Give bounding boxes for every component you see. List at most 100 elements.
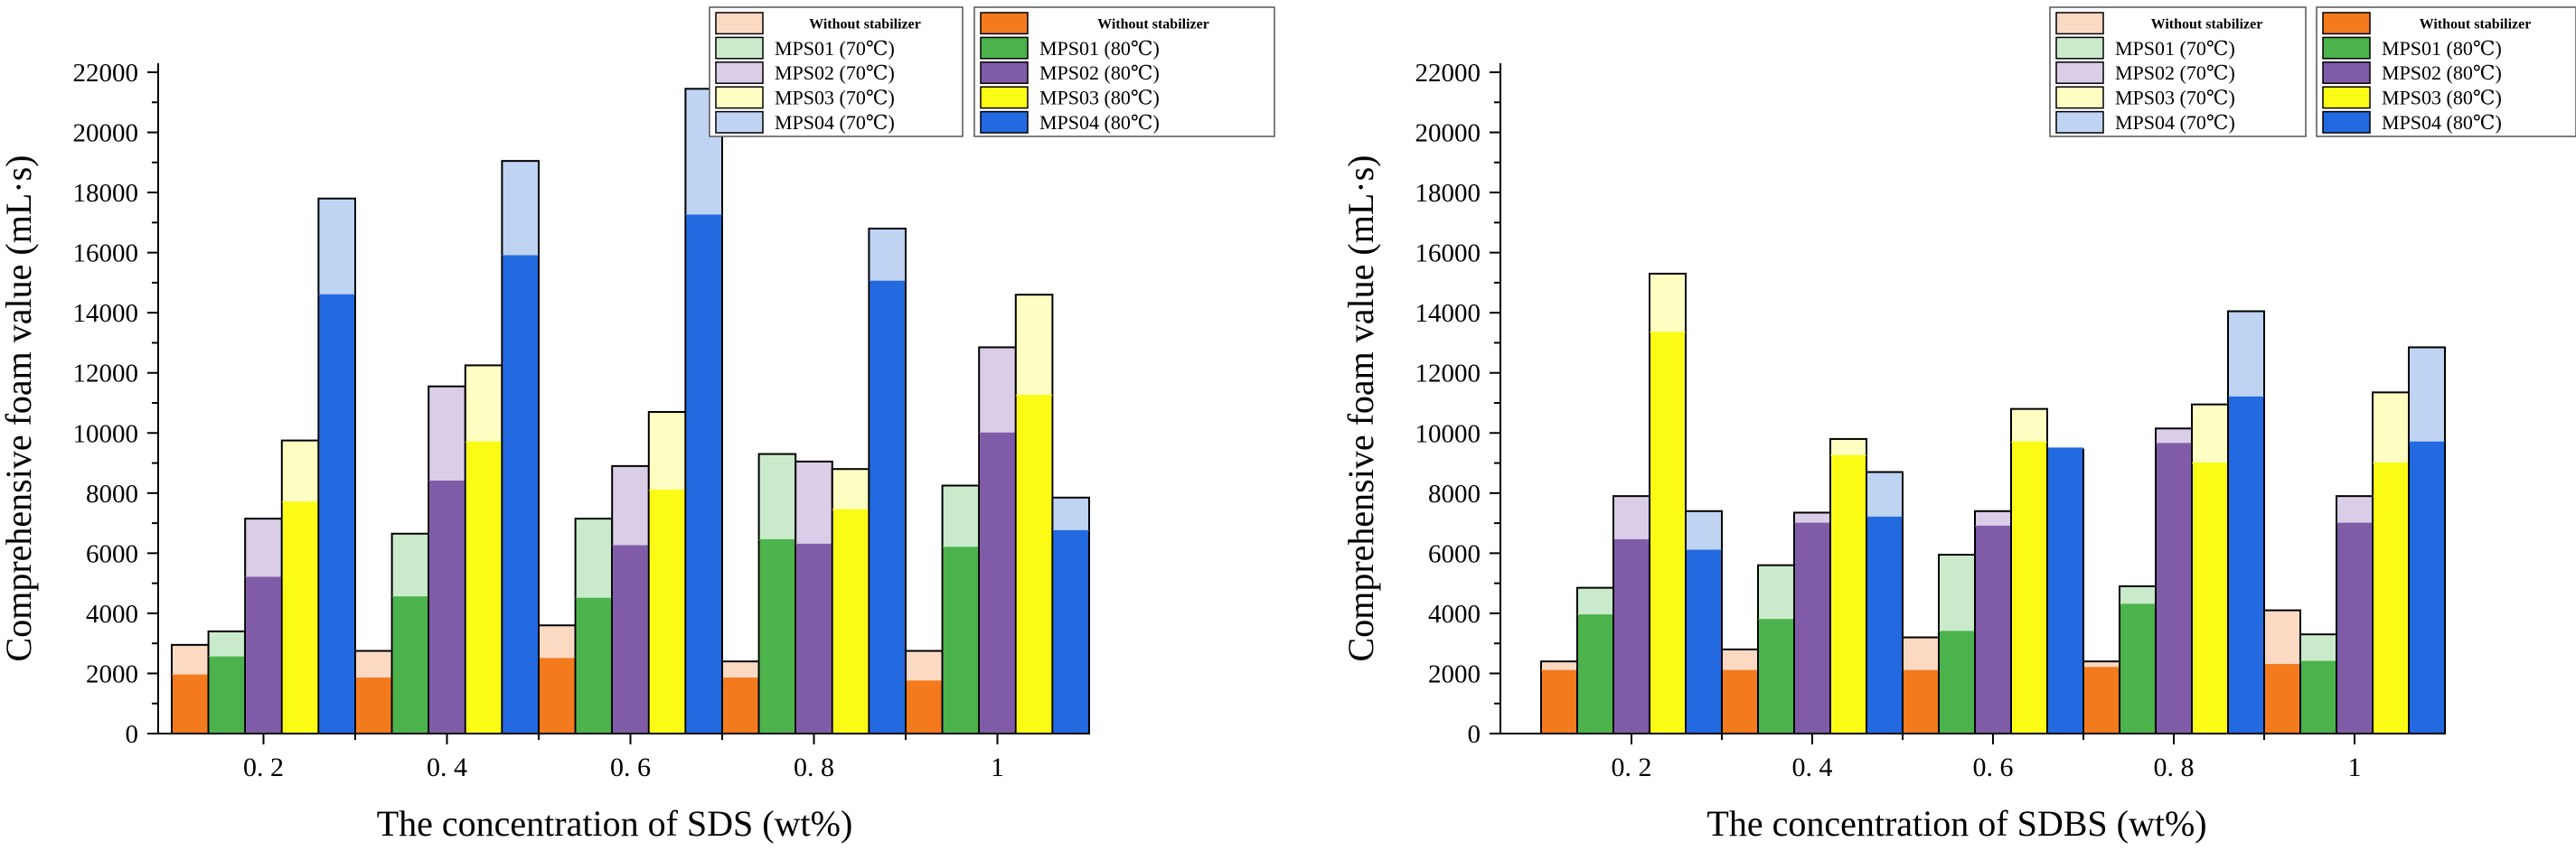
- bar-mps03-80c: [2012, 442, 2046, 733]
- legend-swatch: [980, 61, 1029, 84]
- bar-mps01-80c: [2301, 661, 2336, 733]
- bar-mps04-80c: [1867, 517, 1902, 733]
- legend-label: MPS01 (80℃): [1039, 37, 1160, 60]
- legend-label: Without stabilizer: [2420, 16, 2532, 32]
- legend-label: MPS01 (70℃): [2115, 37, 2235, 60]
- bar-mps02-80c: [796, 544, 832, 733]
- y-tick-label: 12000: [73, 360, 139, 388]
- legend-swatch: [715, 86, 764, 109]
- bar-mps02-80c: [1614, 539, 1649, 733]
- x-axis-title: The concentration of SDBS (wt%): [1706, 803, 2206, 844]
- legend-label: MPS01 (80℃): [2382, 37, 2502, 60]
- bar-mps01-80c: [759, 539, 795, 733]
- y-tick-label: 6000: [86, 539, 138, 568]
- bar-mps01-80c: [1578, 614, 1612, 733]
- bar-mps03-80c: [1831, 455, 1866, 733]
- legend-left: Without stabilizer MPS01 (70℃)MPS02 (70℃)…: [2049, 6, 2307, 137]
- legend-swatch: [2322, 61, 2371, 84]
- bar-without-stabilizer-80c: [356, 678, 391, 733]
- bar-without-stabilizer-80c: [2265, 664, 2299, 733]
- y-tick-label: 20000: [73, 119, 139, 148]
- bar-mps04-80c: [686, 215, 721, 733]
- bar-mps04-80c: [2229, 397, 2263, 733]
- y-tick-label: 16000: [73, 239, 139, 268]
- bar-mps02-80c: [246, 576, 281, 733]
- x-tick-label: 0. 4: [427, 753, 467, 782]
- bar-mps03-80c: [2374, 463, 2408, 733]
- bar-mps03-80c: [1016, 395, 1052, 733]
- x-tick-label: 0. 8: [794, 753, 834, 782]
- y-tick-label: 20000: [1415, 119, 1481, 148]
- bar-mps02-80c: [429, 481, 465, 733]
- chart-panel-2: 0 2000 4000 6000 8000 10000 12000 14000 16000 180…: [1340, 6, 2576, 844]
- x-tick-label: 0. 6: [610, 753, 651, 782]
- bar-mps03-80c: [2193, 463, 2227, 733]
- x-axis-title: The concentration of SDS (wt%): [377, 803, 853, 844]
- legend-left: Without stabilizer MPS01 (70℃)MPS02 (70℃)…: [709, 6, 964, 137]
- legend-label: MPS04 (80℃): [2382, 111, 2502, 134]
- y-tick-label: 14000: [73, 299, 139, 328]
- legend-swatch: [715, 110, 764, 134]
- bar-without-stabilizer-80c: [540, 658, 575, 733]
- bar-without-stabilizer-80c: [723, 678, 758, 733]
- bar-without-stabilizer-80c: [1723, 670, 1757, 733]
- x-tick-label: 0. 2: [243, 753, 284, 782]
- legend-label: MPS04 (80℃): [1039, 111, 1160, 134]
- bar-mps04-80c: [1687, 550, 1721, 733]
- legend-swatch: [715, 36, 764, 60]
- y-tick-label: 12000: [1415, 360, 1481, 388]
- bar-mps01-80c: [1759, 619, 1793, 733]
- bar-without-stabilizer-80c: [1904, 670, 1938, 733]
- legend-label: Without stabilizer: [2151, 16, 2263, 32]
- bar-mps04-80c: [1053, 530, 1088, 733]
- bar-without-stabilizer-80c: [1542, 670, 1576, 733]
- y-tick-label: 18000: [1415, 179, 1481, 208]
- y-tick-label: 0: [1468, 720, 1481, 749]
- bar-without-stabilizer-80c: [907, 680, 942, 733]
- bar-mps02-80c: [2337, 523, 2372, 733]
- y-axis-title: Comprehensive foam value (mL·s): [0, 155, 39, 662]
- bar-mps03-80c: [465, 442, 502, 733]
- x-tick-label: 1: [991, 753, 1004, 782]
- legend-swatch: [2322, 86, 2371, 109]
- y-tick-label: 14000: [1415, 299, 1481, 328]
- y-tick-label: 4000: [1428, 600, 1481, 629]
- bar-mps04-80c: [2048, 447, 2082, 733]
- y-tick-label: 16000: [1415, 239, 1481, 268]
- y-tick-label: 10000: [1415, 419, 1481, 448]
- legend-swatch: [980, 36, 1029, 60]
- legend-swatch: [2055, 61, 2104, 84]
- y-tick-label: 2000: [86, 659, 138, 688]
- x-tick-label: 0. 8: [2154, 753, 2195, 782]
- bar-mps01-80c: [2120, 603, 2155, 733]
- bar-without-stabilizer-80c: [173, 675, 208, 733]
- bar-mps02-80c: [2157, 443, 2191, 733]
- y-tick-label: 22000: [73, 59, 139, 88]
- bar-mps04-80c: [2410, 442, 2444, 733]
- y-tick-label: 8000: [86, 480, 138, 509]
- y-tick-label: 0: [126, 720, 139, 749]
- bar-mps02-80c: [1795, 523, 1829, 733]
- y-tick-label: 4000: [86, 600, 138, 629]
- chart-panel-1: 0 2000 4000 6000 8000 10000 12000 14000 16000 180…: [0, 6, 1275, 844]
- bar-mps03-80c: [1650, 332, 1685, 733]
- legend-label: MPS02 (80℃): [2382, 61, 2502, 84]
- y-tick-label: 8000: [1428, 480, 1481, 509]
- bar-without-stabilizer-80c: [2084, 667, 2119, 733]
- legend-swatch: [980, 110, 1029, 134]
- legend-swatch: [980, 86, 1029, 109]
- y-axis-title: Comprehensive foam value (mL·s): [1340, 155, 1381, 662]
- bar-mps02-80c: [1976, 526, 2010, 733]
- x-tick-label: 1: [2348, 753, 2362, 782]
- legend-label: Without stabilizer: [809, 16, 921, 32]
- x-tick-label: 0. 2: [1612, 753, 1652, 782]
- legend-label: Without stabilizer: [1097, 16, 1209, 32]
- legend-swatch: [2055, 86, 2104, 109]
- x-tick-label: 0. 6: [1973, 753, 2014, 782]
- bar-mps01-80c: [392, 596, 428, 733]
- legend-label: MPS02 (70℃): [775, 61, 895, 84]
- legend-right: Without stabilizer MPS01 (80℃)MPS02 (80℃)…: [973, 6, 1275, 137]
- y-tick-label: 2000: [1428, 659, 1481, 688]
- y-tick-label: 22000: [1415, 59, 1481, 88]
